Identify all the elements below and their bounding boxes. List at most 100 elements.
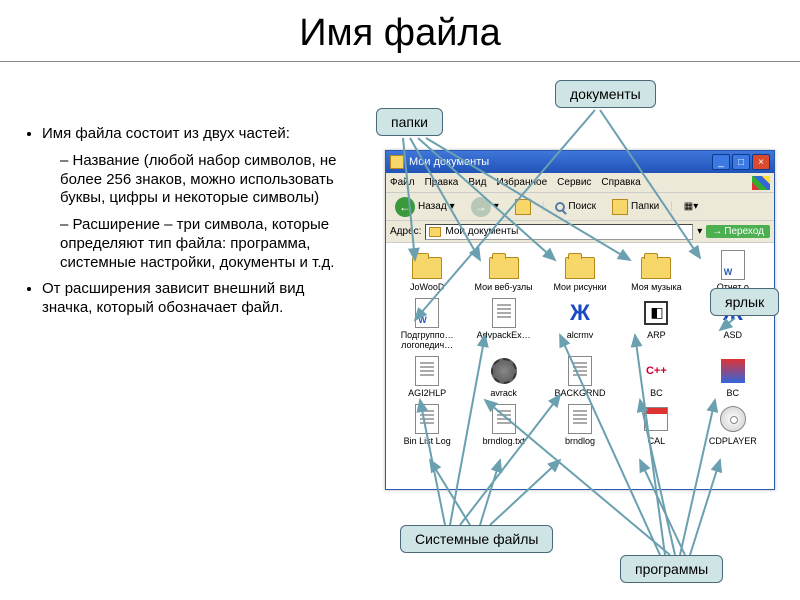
- file-item[interactable]: CDPLAYER: [696, 403, 770, 447]
- views-button[interactable]: ▦▾: [679, 198, 703, 215]
- folder-up-icon: [515, 199, 531, 215]
- file-icon: [640, 249, 672, 281]
- file-item[interactable]: Мои рисунки: [543, 249, 617, 293]
- go-label: Переход: [724, 226, 764, 237]
- file-item[interactable]: avrack: [466, 355, 540, 399]
- file-icon: [411, 297, 443, 329]
- forward-icon: →: [471, 197, 491, 217]
- file-label: JoWooD: [410, 283, 444, 293]
- file-area: JoWooD Мои веб-узлы Мои рисунки Моя музыка О…: [386, 243, 774, 489]
- page-title: Имя файла: [0, 12, 800, 62]
- file-item[interactable]: brndlog: [543, 403, 617, 447]
- callout-folders: папки: [376, 108, 443, 136]
- address-field[interactable]: Мои документы: [425, 224, 693, 240]
- file-label: alcrmv: [567, 331, 594, 341]
- file-icon: [717, 403, 749, 435]
- file-icon: Ж: [564, 297, 596, 329]
- up-button[interactable]: [510, 196, 536, 218]
- file-item[interactable]: brndlog.txt: [466, 403, 540, 447]
- titlebar[interactable]: Мои документы _ □ ×: [386, 151, 774, 173]
- file-item[interactable]: Жalcrmv: [543, 297, 617, 351]
- file-label: Мои веб-узлы: [475, 283, 533, 293]
- callout-shortcut: ярлык: [710, 288, 779, 316]
- file-icon: [411, 403, 443, 435]
- file-icon: C++: [640, 355, 672, 387]
- file-label: brndlog: [565, 437, 595, 447]
- file-icon: [640, 403, 672, 435]
- file-item[interactable]: Bin List Log: [390, 403, 464, 447]
- go-button[interactable]: → Переход: [706, 225, 770, 238]
- file-item[interactable]: BACKGRND: [543, 355, 617, 399]
- file-item[interactable]: JoWooD: [390, 249, 464, 293]
- explorer-window: Мои документы _ □ × Файл Правка Вид Избр…: [385, 150, 775, 490]
- address-dropdown-icon[interactable]: ▾: [697, 226, 702, 237]
- menu-tools[interactable]: Сервис: [557, 177, 591, 188]
- callout-programs: программы: [620, 555, 723, 583]
- menu-edit[interactable]: Правка: [425, 177, 459, 188]
- file-item[interactable]: C++ BC: [619, 355, 693, 399]
- file-item[interactable]: Моя музыка: [619, 249, 693, 293]
- file-label: brndlog.txt: [483, 437, 525, 447]
- toolbar: ← Назад ▾ → ▾ | Поиск Папки | ▦▾: [386, 193, 774, 221]
- titlebar-folder-icon: [390, 155, 404, 169]
- file-label: Подгруппо… логопедич…: [390, 331, 464, 351]
- chevron-down-icon: ▾: [494, 201, 499, 212]
- close-button[interactable]: ×: [752, 154, 770, 170]
- bullet-main-1: Имя файла состоит из двух частей:: [42, 125, 350, 144]
- search-button[interactable]: Поиск: [550, 198, 601, 215]
- folders-icon: [612, 199, 628, 215]
- menu-favorites[interactable]: Избранное: [496, 177, 547, 188]
- search-icon: [555, 202, 565, 212]
- minimize-button[interactable]: _: [712, 154, 730, 170]
- file-label: Bin List Log: [404, 437, 451, 447]
- maximize-button[interactable]: □: [732, 154, 750, 170]
- folders-button[interactable]: Папки: [607, 196, 664, 218]
- file-icon: [488, 249, 520, 281]
- file-label: ASD: [724, 331, 743, 341]
- address-label: Адрес:: [390, 226, 421, 237]
- bullet-sub-2: Расширение – три символа, которые опреде…: [60, 216, 350, 272]
- file-label: avrack: [490, 389, 517, 399]
- file-item[interactable]: CAL: [619, 403, 693, 447]
- menu-file[interactable]: Файл: [390, 177, 415, 188]
- file-label: BC: [727, 389, 740, 399]
- file-label: BACKGRND: [554, 389, 605, 399]
- callout-system-files: Системные файлы: [400, 525, 553, 553]
- file-label: CDPLAYER: [709, 437, 757, 447]
- file-item[interactable]: Отчет о: [696, 249, 770, 293]
- menu-view[interactable]: Вид: [468, 177, 486, 188]
- file-icon: [717, 355, 749, 387]
- file-item[interactable]: AdvpackEx…: [466, 297, 540, 351]
- file-label: AGI2HLP: [408, 389, 446, 399]
- file-icon: [411, 249, 443, 281]
- callout-documents: документы: [555, 80, 656, 108]
- bullet-sub-1: Название (любой набор символов, не более…: [60, 152, 350, 208]
- bullet-main-2: От расширения зависит внешний вид значка…: [42, 280, 350, 318]
- file-label: ARP: [647, 331, 666, 341]
- address-value: Мои документы: [445, 226, 518, 237]
- file-item[interactable]: AGI2HLP: [390, 355, 464, 399]
- file-label: Мои рисунки: [553, 283, 606, 293]
- file-item[interactable]: BC: [696, 355, 770, 399]
- file-label: CAL: [648, 437, 666, 447]
- file-icon: [488, 297, 520, 329]
- file-label: BC: [650, 389, 663, 399]
- chevron-down-icon: ▾: [450, 201, 455, 212]
- file-icon: [488, 355, 520, 387]
- menu-help[interactable]: Справка: [601, 177, 640, 188]
- file-item[interactable]: ARP: [619, 297, 693, 351]
- file-item[interactable]: Мои веб-узлы: [466, 249, 540, 293]
- file-item[interactable]: Подгруппо… логопедич…: [390, 297, 464, 351]
- file-icon: [488, 403, 520, 435]
- file-label: Моя музыка: [631, 283, 682, 293]
- back-icon: ←: [395, 197, 415, 217]
- go-arrow-icon: →: [712, 226, 722, 237]
- back-button[interactable]: ← Назад ▾: [390, 194, 460, 220]
- titlebar-text: Мои документы: [409, 156, 489, 168]
- file-label: AdvpackEx…: [477, 331, 531, 341]
- forward-button[interactable]: → ▾: [466, 194, 504, 220]
- address-folder-icon: [429, 227, 441, 237]
- body-text: Имя файла состоит из двух частей: Назван…: [20, 125, 350, 326]
- file-icon: [411, 355, 443, 387]
- addressbar: Адрес: Мои документы ▾ → Переход: [386, 221, 774, 243]
